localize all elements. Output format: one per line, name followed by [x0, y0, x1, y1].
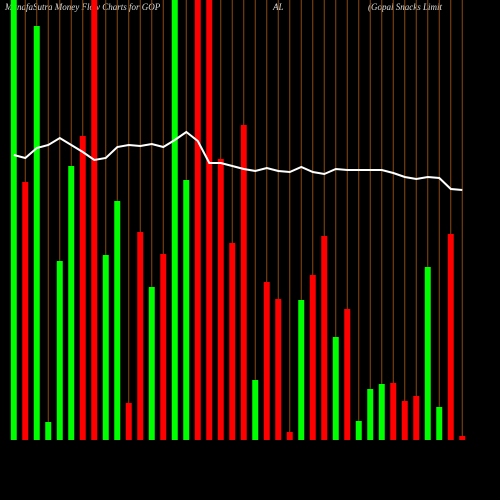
bar	[367, 389, 374, 440]
bar	[401, 401, 408, 440]
bar	[33, 26, 40, 440]
bar	[68, 166, 75, 440]
bar	[332, 337, 339, 440]
bar	[390, 383, 397, 440]
bar	[217, 159, 224, 440]
bar	[355, 421, 362, 440]
bar	[413, 396, 420, 440]
bar	[171, 0, 178, 440]
bar	[459, 436, 466, 440]
bar	[286, 432, 293, 440]
bar	[436, 407, 443, 440]
bar	[309, 275, 316, 440]
bar	[160, 254, 167, 440]
bar	[56, 261, 63, 440]
bar	[298, 300, 305, 440]
bar	[79, 136, 86, 440]
bar	[148, 287, 155, 440]
bar	[378, 384, 385, 440]
bar	[10, 0, 17, 440]
bar	[22, 182, 29, 440]
bar	[137, 232, 144, 440]
bar	[102, 255, 109, 440]
bar	[321, 236, 328, 440]
bar	[275, 299, 282, 440]
bar	[45, 422, 52, 440]
bar	[114, 201, 121, 440]
bar	[344, 309, 351, 440]
bar	[229, 243, 236, 440]
bar	[252, 380, 259, 440]
bar	[183, 180, 190, 440]
bar	[263, 282, 270, 440]
bar	[125, 403, 132, 440]
bar	[424, 267, 431, 440]
bar	[91, 0, 98, 440]
bar	[240, 125, 247, 440]
bar	[194, 0, 201, 440]
money-flow-line	[13, 130, 463, 191]
bar	[206, 0, 213, 440]
bar	[447, 234, 454, 440]
